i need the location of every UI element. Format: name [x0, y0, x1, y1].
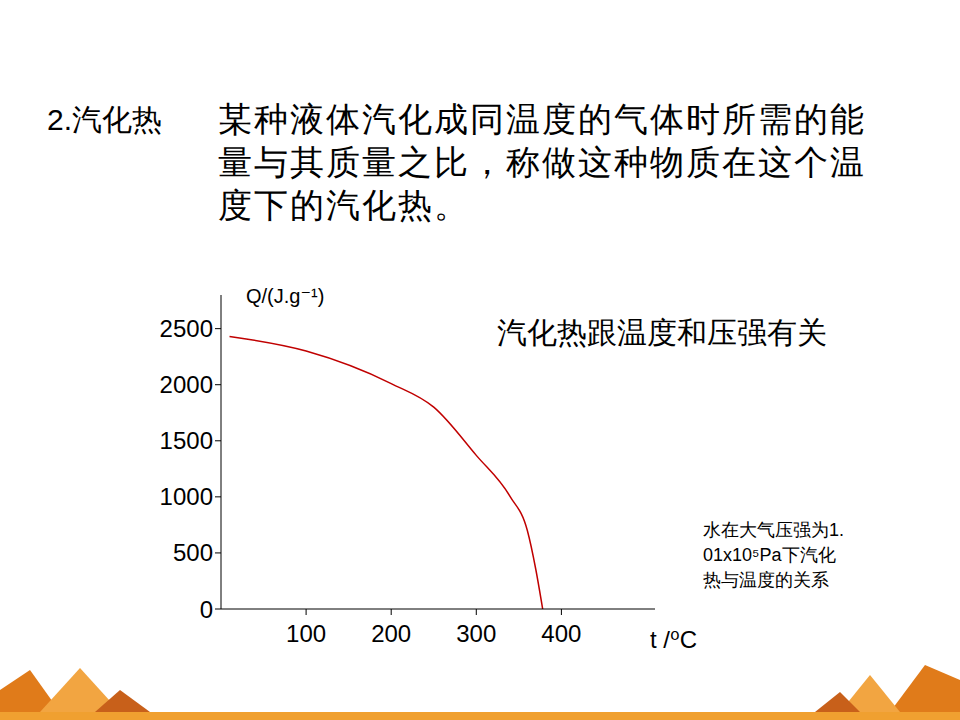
svg-text:2500: 2500 [160, 315, 213, 342]
svg-text:0: 0 [200, 596, 213, 623]
svg-text:100: 100 [286, 620, 326, 647]
svg-text:500: 500 [173, 539, 213, 566]
html-text:Q/(J.g⁻¹): Q/(J.g⁻¹) [246, 285, 325, 307]
svg-text:1000: 1000 [160, 483, 213, 510]
html-text:某种液体汽化成同温度的气体时所需的能量与其质量之比，称做这种: 某种液体汽化成同温度的气体时所需的能量与其质量之比，称做这种物质在这个温度下的汽… [218, 100, 866, 224]
html-text:2.汽化热: 2.汽化热 [47, 103, 162, 136]
html-text:汽化热跟温度和压强有关: 汽化热跟温度和压强有关 [497, 316, 827, 349]
svg-text:300: 300 [456, 620, 496, 647]
svg-text:2000: 2000 [160, 371, 213, 398]
svg-text:1500: 1500 [160, 427, 213, 454]
svg-text:400: 400 [541, 620, 581, 647]
html-text:水在大气压强为1.01x10⁵Pa下汽化热与温度的关系: 水在大气压强为1.01x10⁵Pa下汽化热与温度的关系 [703, 520, 844, 590]
html-text:t /⁰C: t /⁰C [650, 626, 697, 653]
svg-text:200: 200 [371, 620, 411, 647]
